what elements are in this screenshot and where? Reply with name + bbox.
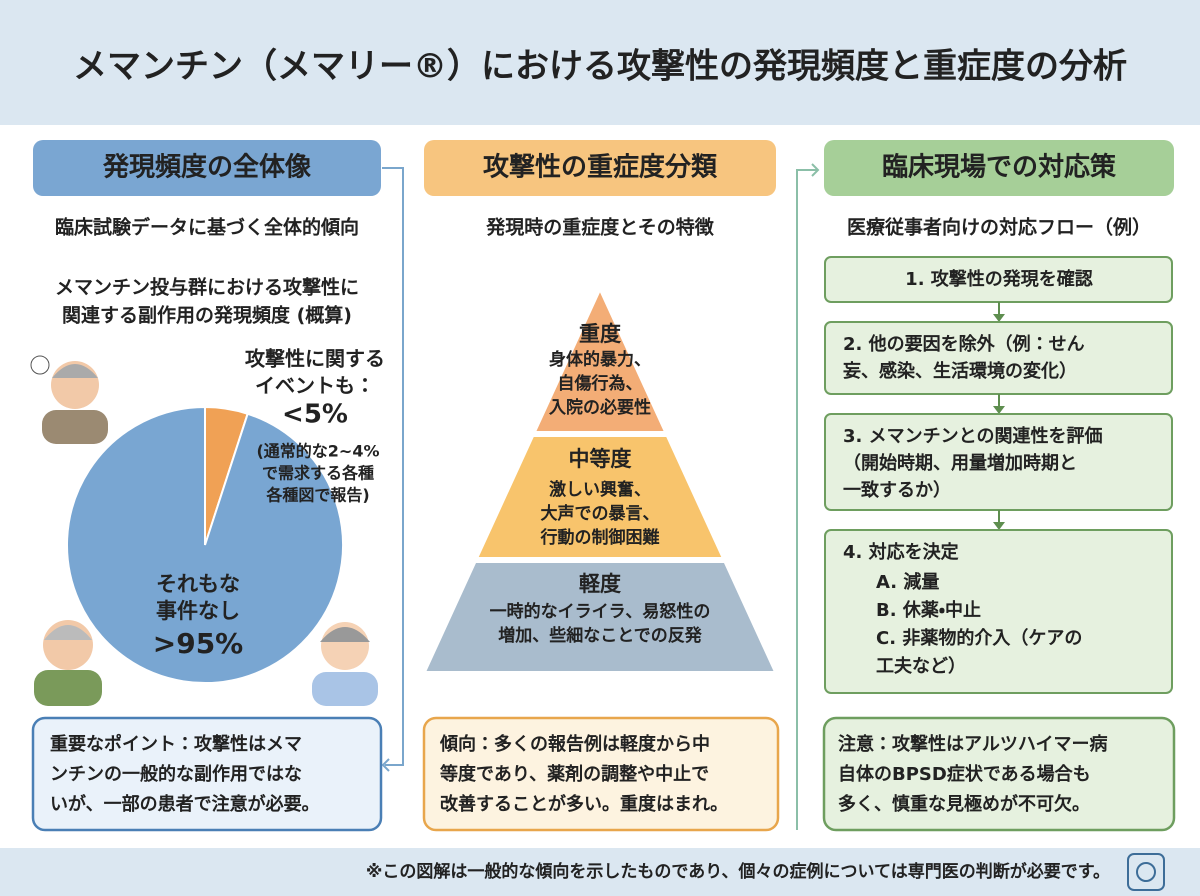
slice-label: >95% <box>153 627 243 660</box>
subtitle: 医療従事者向けの対応フロー（例） <box>847 216 1151 239</box>
step-option: A. 減量 <box>876 571 939 593</box>
step-text: 3. メマンチンとの関連性を評価 <box>843 425 1102 447</box>
page-title: メマンチン（メマリー®）における攻撃性の発現頻度と重症度の分析 <box>73 47 1127 87</box>
point-text: いが、一部の患者で注意が必要。 <box>50 793 320 815</box>
person-icon <box>30 355 108 444</box>
connector <box>796 169 818 830</box>
heading-pill <box>33 140 381 196</box>
slice-caption: 攻撃性に関する <box>245 347 385 371</box>
flow-arrow-head <box>993 522 1005 530</box>
subtitle: 臨床試験データに基づく全体的傾向 <box>55 216 359 239</box>
pie-slice <box>66 405 344 684</box>
heading: 発現頻度の全体像 <box>102 153 311 183</box>
level-desc: 大声での暴言、 <box>541 503 660 524</box>
slice-note: (通常的な2~4% <box>256 442 379 461</box>
heading-pill <box>424 140 776 196</box>
step-text: 4. 対応を決定 <box>843 541 959 563</box>
pyramid-tier <box>533 287 667 433</box>
footer-note: ※この図解は一般的な傾向を示したものであり、個々の症例については専門医の判断が必… <box>366 861 1110 882</box>
step-option: B. 休薬・中止 <box>876 599 981 621</box>
level-name: 重度 <box>579 322 621 346</box>
caution-text: 多く、慎重な見極めが不可欠。 <box>838 793 1090 815</box>
slice-label: <5% <box>282 400 348 430</box>
point-text: 重要なポイント：攻撃性はメマ <box>50 733 302 755</box>
level-desc: 身体的暴力、 <box>549 349 651 370</box>
point-box <box>31 716 383 832</box>
step-text: 一致するか） <box>843 479 951 501</box>
footer-band <box>0 848 1200 896</box>
slice-note: 各種図で報告) <box>265 486 369 505</box>
level-desc: 行動の制御困難 <box>540 527 660 548</box>
level-desc: 一時的なイライラ、易怒性の <box>490 601 711 622</box>
trend-text: 改善することが多い。重度はまれ。 <box>440 793 728 815</box>
trend-text: 等度であり、薬剤の調整や中止で <box>440 763 709 785</box>
flow-arrow-head <box>993 406 1005 414</box>
subtitle: 発現時の重症度とその特徴 <box>485 216 714 239</box>
caution-box <box>822 716 1176 832</box>
slice-caption: それもな <box>156 572 240 596</box>
step-box <box>824 529 1173 694</box>
slice-caption: イベントも： <box>255 374 375 398</box>
level-desc: 増加、些細なことでの反発 <box>498 625 702 646</box>
level-name: 軽度 <box>579 572 621 596</box>
step-text: （開始時期、用量増加時期と <box>843 452 1077 474</box>
pyramid-tier <box>423 561 777 673</box>
step-text: 1. 攻撃性の発現を確認 <box>905 268 1093 290</box>
chart-title: 関連する副作用の発現頻度 (概算) <box>62 304 352 327</box>
slice-note: で需求する各種 <box>262 464 374 483</box>
arrow-head <box>811 163 820 177</box>
point-text: ンチンの一般的な副作用ではな <box>50 763 302 785</box>
person-icon <box>34 620 102 706</box>
slice-caption: 事件なし <box>156 599 240 623</box>
caution-text: 注意：攻撃性はアルツハイマー病 <box>838 733 1107 755</box>
trend-box <box>422 716 780 832</box>
step-text: 2. 他の要因を除外（例：せん <box>843 333 1085 355</box>
brain-icon <box>1127 853 1165 891</box>
heading-pill <box>824 140 1174 196</box>
step-option: 工夫など） <box>876 655 966 677</box>
heading: 攻撃性の重症度分類 <box>483 153 718 183</box>
heading: 臨床現場での対応策 <box>882 152 1116 183</box>
chart-title: メマンチン投与群における攻撃性に <box>55 276 359 299</box>
level-desc: 自傷行為、 <box>558 373 643 394</box>
pyramid-tier <box>475 435 725 559</box>
level-desc: 入院の必要性 <box>549 397 651 418</box>
step-box <box>824 321 1173 395</box>
flow-arrow-head <box>993 314 1005 322</box>
level-desc: 激しい興奮、 <box>549 479 651 500</box>
caution-text: 自体のBPSD症状である場合も <box>838 763 1091 785</box>
level-name: 中等度 <box>569 447 632 471</box>
step-option: C. 非薬物的介入（ケアの <box>876 627 1082 649</box>
connector <box>382 167 404 766</box>
trend-text: 傾向：多くの報告例は軽度から中 <box>439 733 710 755</box>
step-text: 妄、感染、生活環境の変化） <box>843 360 1077 382</box>
title-band <box>0 0 1200 125</box>
arrow-head <box>381 758 390 772</box>
person-icon <box>312 622 378 706</box>
